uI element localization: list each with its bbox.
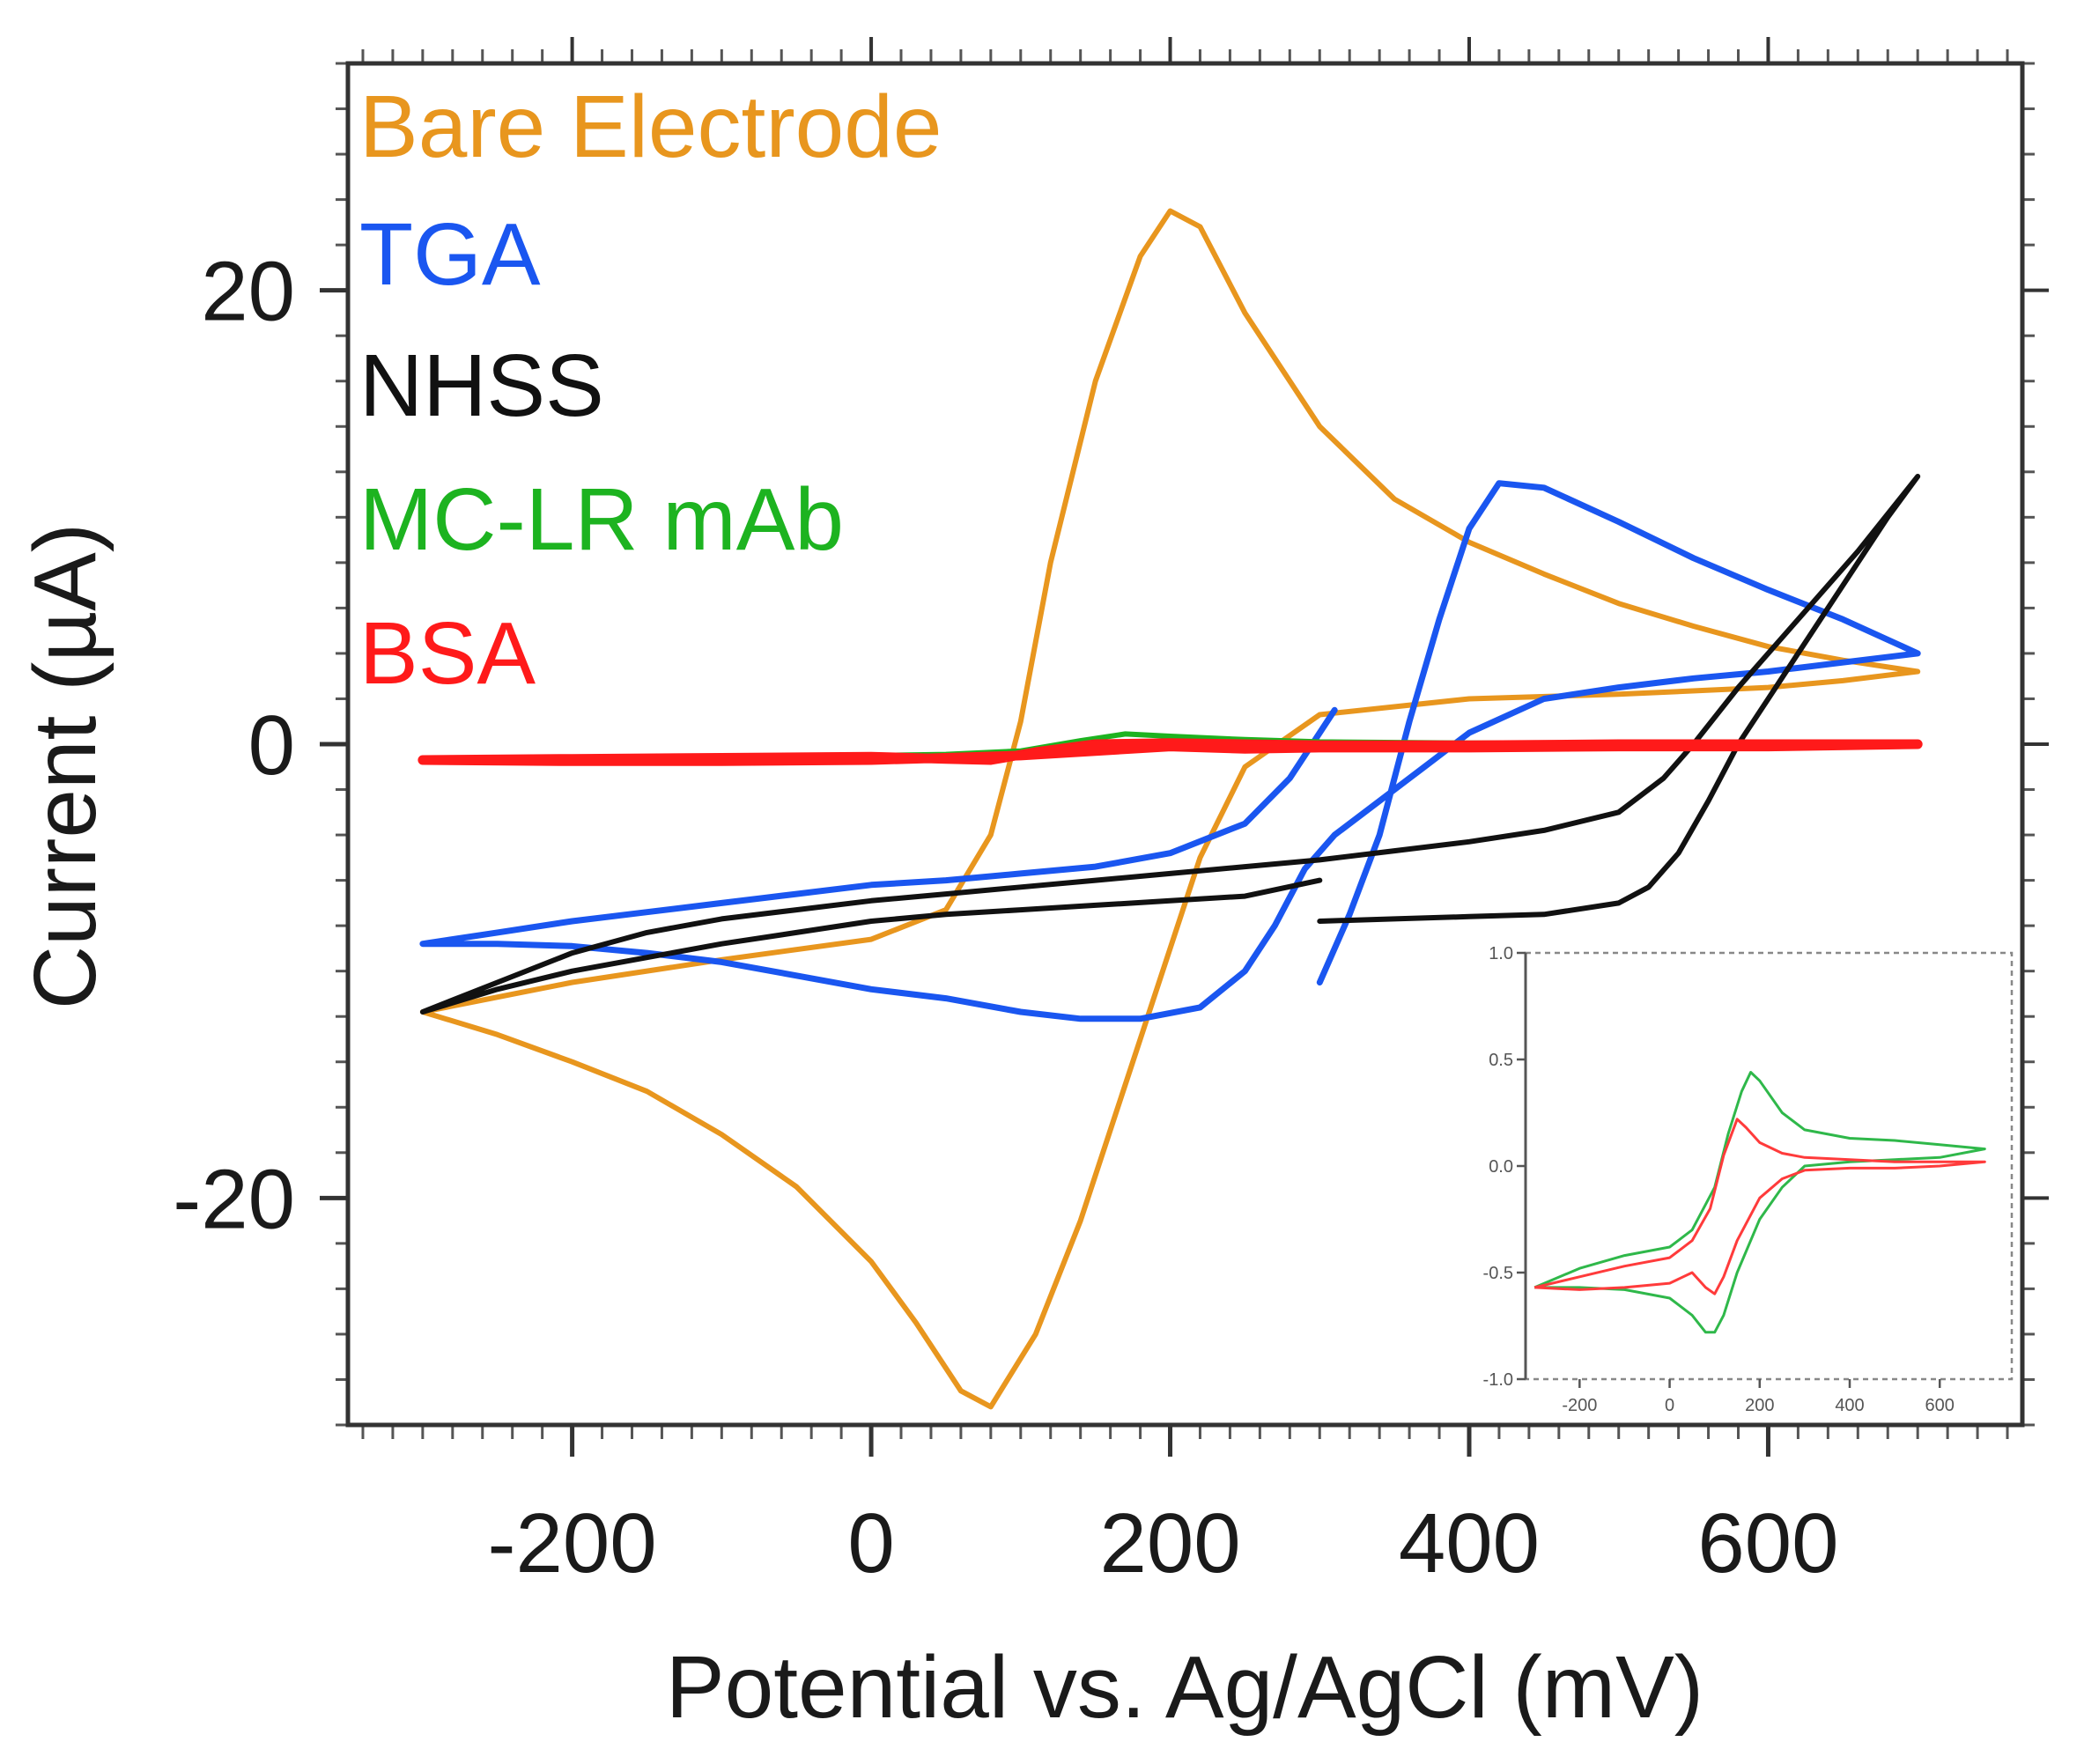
x-tick-label: -200 <box>488 1496 657 1591</box>
major-ticks <box>320 37 2049 1457</box>
series-line-tga <box>419 480 1921 1022</box>
inset-chart: 1.0 0.5 0.0 -0.5 -1.0 -200 0 200 400 600 <box>1483 944 2014 1415</box>
inset-tick-labels: 1.0 0.5 0.0 -0.5 -1.0 -200 0 200 400 600 <box>1483 944 1955 1415</box>
series-line-bsa <box>418 738 1923 766</box>
legend-entry-tga: TGA <box>359 205 541 304</box>
y-tick-label: -20 <box>173 1152 295 1246</box>
series-line-nhss <box>419 474 1921 1015</box>
inset-ticks <box>1517 951 1941 1388</box>
x-tick-label: 400 <box>1399 1496 1540 1591</box>
x-tick-label: 200 <box>1099 1496 1240 1591</box>
legend-entry-bsa: BSA <box>359 604 536 703</box>
inset-x-tick-label: -200 <box>1562 1396 1597 1415</box>
legend-entry-mc-lr-mab: MC-LR mAb <box>359 470 844 569</box>
legend-entry-nhss: NHSS <box>359 336 604 435</box>
inset-x-tick-label: 200 <box>1745 1396 1774 1415</box>
inset-y-tick-label: -0.5 <box>1483 1264 1513 1283</box>
inset-y-tick-label: -1.0 <box>1483 1370 1513 1390</box>
series-line-bare-electrode <box>419 208 1921 1410</box>
inset-series-line-bsa <box>1533 1118 1986 1295</box>
inset-x-tick-label: 400 <box>1835 1396 1864 1415</box>
legend-entry-bare-electrode: Bare Electrode <box>359 77 942 176</box>
inset-y-tick-label: 0.0 <box>1489 1157 1513 1177</box>
inset-y-tick-label: 1.0 <box>1489 944 1513 963</box>
x-tick-label: 0 <box>847 1496 894 1591</box>
y-tick-label: 0 <box>248 698 295 793</box>
inset-series-lines <box>1533 1071 1986 1334</box>
y-tick-label: 20 <box>201 245 295 339</box>
x-axis-title: Potential vs. Ag/AgCl (mV) <box>666 1638 1703 1737</box>
inset-x-tick-label: 0 <box>1665 1396 1674 1415</box>
series-lines <box>418 208 1923 1410</box>
y-axis-title: Current (µA) <box>16 523 115 1009</box>
inset-x-tick-label: 600 <box>1925 1396 1955 1415</box>
legend: Bare Electrode TGA NHSS MC-LR mAb BSA <box>359 77 942 703</box>
inset-y-tick-label: 0.5 <box>1489 1051 1513 1070</box>
x-tick-label: 600 <box>1697 1496 1838 1591</box>
